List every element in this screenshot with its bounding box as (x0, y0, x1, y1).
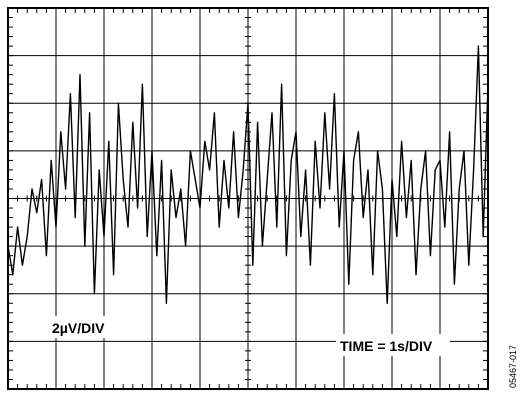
time-scale-label: TIME = 1s/DIV (340, 338, 433, 354)
vertical-scale-label-bg (48, 316, 130, 338)
figure-id: 05467-017 (508, 345, 518, 388)
tick-marks (7, 7, 489, 390)
noise-trace (7, 45, 489, 304)
noise-trace-line (7, 45, 489, 304)
vertical-scale-label: 2µV/DIV (52, 320, 105, 336)
time-scale-label-bg (336, 334, 450, 356)
